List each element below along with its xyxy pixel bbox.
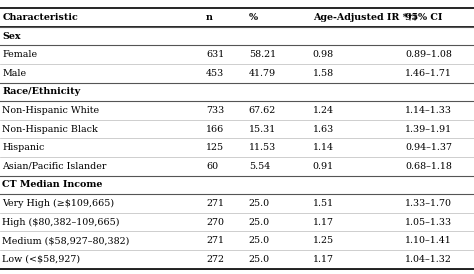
Text: Age-Adjusted IR *†‡: Age-Adjusted IR *†‡	[313, 13, 417, 22]
Text: Hispanic: Hispanic	[2, 143, 45, 152]
Text: 1.33–1.70: 1.33–1.70	[405, 199, 452, 208]
Text: CT Median Income: CT Median Income	[2, 180, 103, 189]
Text: 25.0: 25.0	[249, 218, 270, 227]
Text: 1.63: 1.63	[313, 125, 334, 133]
Text: 270: 270	[206, 218, 224, 227]
Text: Very High (≥$109,665): Very High (≥$109,665)	[2, 199, 115, 208]
Text: 25.0: 25.0	[249, 199, 270, 208]
Text: 125: 125	[206, 143, 224, 152]
Text: Non-Hispanic White: Non-Hispanic White	[2, 106, 100, 115]
Text: 60: 60	[206, 162, 219, 171]
Text: 0.91: 0.91	[313, 162, 334, 171]
Text: Low (<$58,927): Low (<$58,927)	[2, 255, 81, 264]
Text: 0.98: 0.98	[313, 50, 334, 59]
Text: 1.39–1.91: 1.39–1.91	[405, 125, 452, 133]
Text: Asian/Pacific Islander: Asian/Pacific Islander	[2, 162, 107, 171]
Text: Male: Male	[2, 69, 27, 78]
Text: Race/Ethnicity: Race/Ethnicity	[2, 87, 81, 96]
Text: 1.46–1.71: 1.46–1.71	[405, 69, 452, 78]
Text: 41.79: 41.79	[249, 69, 276, 78]
Text: 25.0: 25.0	[249, 255, 270, 264]
Text: 0.94–1.37: 0.94–1.37	[405, 143, 452, 152]
Text: 272: 272	[206, 255, 224, 264]
Text: 1.17: 1.17	[313, 255, 334, 264]
Text: 1.14–1.33: 1.14–1.33	[405, 106, 452, 115]
Text: 271: 271	[206, 236, 224, 245]
Text: %: %	[249, 13, 258, 22]
Text: 25.0: 25.0	[249, 236, 270, 245]
Text: 1.51: 1.51	[313, 199, 334, 208]
Text: Characteristic: Characteristic	[2, 13, 78, 22]
Text: Sex: Sex	[2, 32, 21, 41]
Text: 11.53: 11.53	[249, 143, 276, 152]
Text: 1.10–1.41: 1.10–1.41	[405, 236, 452, 245]
Text: 1.24: 1.24	[313, 106, 334, 115]
Text: 0.89–1.08: 0.89–1.08	[405, 50, 452, 59]
Text: High ($80,382–109,665): High ($80,382–109,665)	[2, 218, 120, 227]
Text: Medium ($58,927–80,382): Medium ($58,927–80,382)	[2, 236, 130, 245]
Text: 15.31: 15.31	[249, 125, 276, 133]
Text: 58.21: 58.21	[249, 50, 276, 59]
Text: Female: Female	[2, 50, 37, 59]
Text: n: n	[206, 13, 213, 22]
Text: 67.62: 67.62	[249, 106, 276, 115]
Text: 631: 631	[206, 50, 225, 59]
Text: 1.05–1.33: 1.05–1.33	[405, 218, 452, 227]
Text: 166: 166	[206, 125, 225, 133]
Text: 1.58: 1.58	[313, 69, 334, 78]
Text: 1.17: 1.17	[313, 218, 334, 227]
Text: 1.14: 1.14	[313, 143, 334, 152]
Text: 453: 453	[206, 69, 225, 78]
Text: 1.04–1.32: 1.04–1.32	[405, 255, 452, 264]
Text: 271: 271	[206, 199, 224, 208]
Text: 0.68–1.18: 0.68–1.18	[405, 162, 452, 171]
Text: 5.54: 5.54	[249, 162, 270, 171]
Text: 95% CI: 95% CI	[405, 13, 443, 22]
Text: 733: 733	[206, 106, 225, 115]
Text: Non-Hispanic Black: Non-Hispanic Black	[2, 125, 98, 133]
Text: 1.25: 1.25	[313, 236, 334, 245]
